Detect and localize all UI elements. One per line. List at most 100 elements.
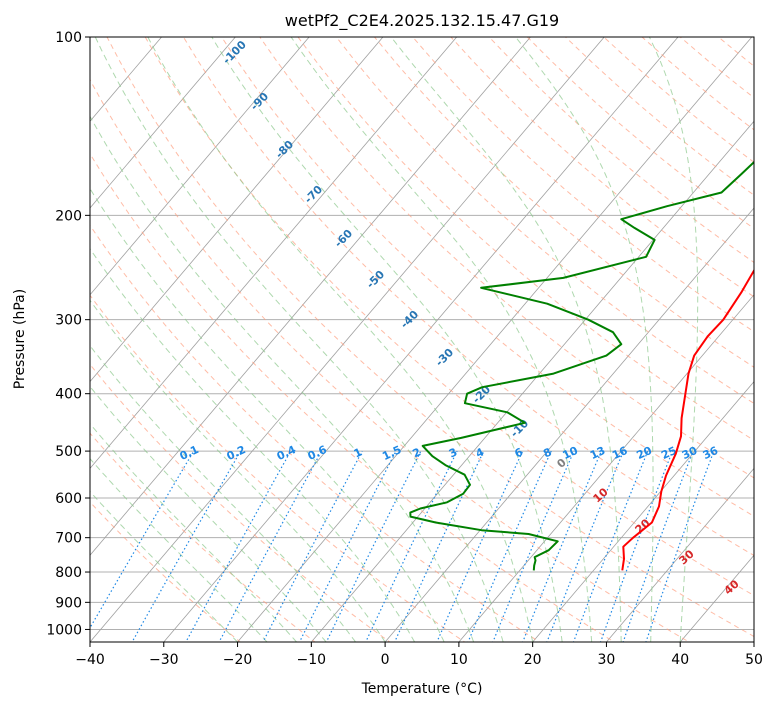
x-tick-label: 0 bbox=[381, 652, 390, 668]
dry-adiabat-line bbox=[106, 37, 754, 638]
mixing-ratio-label: 36 bbox=[701, 444, 721, 462]
moist-adiabat-label: -40 bbox=[398, 308, 421, 331]
isotherm-line bbox=[605, 467, 754, 642]
isotherm-line bbox=[532, 380, 754, 642]
moist-adiabat-line bbox=[390, 37, 622, 642]
y-tick-label: 300 bbox=[55, 313, 82, 329]
mixing-ratio-label: 1 bbox=[352, 446, 364, 461]
y-tick-label: 400 bbox=[55, 387, 82, 403]
mixing-ratio-line bbox=[90, 450, 195, 629]
dry-adiabat-line bbox=[412, 37, 754, 333]
mixing-ratio-label: 13 bbox=[588, 444, 607, 462]
isotherm-line bbox=[90, 37, 531, 556]
mixing-ratio-label: 8 bbox=[541, 446, 553, 461]
isotherm-line bbox=[237, 37, 753, 642]
mixing-ratio-label: 16 bbox=[610, 444, 630, 462]
y-axis-label: Pressure (hPa) bbox=[12, 289, 28, 389]
mixing-ratio-line bbox=[262, 450, 363, 642]
mixing-ratio-label: 30 bbox=[680, 444, 700, 462]
isotherm-line bbox=[90, 37, 236, 209]
data-layer bbox=[409, 160, 754, 571]
mixing-ratio-line bbox=[298, 450, 397, 642]
y-tick-label: 800 bbox=[55, 565, 82, 581]
isotherm-line bbox=[753, 641, 754, 642]
dry-adiabat-line bbox=[90, 294, 466, 642]
mixing-ratio-line bbox=[467, 450, 552, 642]
dry-adiabat-line bbox=[335, 37, 754, 405]
x-tick-label: −30 bbox=[149, 652, 179, 668]
mixing-ratio-line bbox=[131, 450, 242, 642]
y-tick-label: 700 bbox=[55, 531, 82, 547]
isotherm-line bbox=[90, 37, 163, 122]
dry-adiabat-line bbox=[526, 37, 754, 230]
moist-adiabat-line bbox=[90, 385, 327, 642]
x-tick-label: 10 bbox=[450, 652, 468, 668]
moist-adiabat-label: -50 bbox=[364, 268, 387, 291]
isotherm-line bbox=[310, 120, 754, 642]
dry-adiabat-label: 30 bbox=[677, 547, 697, 567]
isotherm-line bbox=[90, 37, 310, 296]
mixing-ratio-label: 0.4 bbox=[275, 443, 298, 463]
dry-adiabat-line bbox=[761, 10, 775, 654]
isotherm-line bbox=[163, 37, 679, 642]
dry-adiabat-label: 10 bbox=[591, 485, 611, 505]
mixing-ratio-label: 1.5 bbox=[380, 443, 403, 463]
moist-adiabat-label: -90 bbox=[248, 90, 271, 113]
mixing-ratio-line bbox=[436, 450, 524, 642]
dry-adiabat-line bbox=[259, 37, 754, 479]
moist-adiabat-label: -30 bbox=[433, 346, 456, 369]
moist-adiabat-line bbox=[94, 37, 504, 642]
moist-adiabat-line bbox=[90, 247, 416, 642]
line-label-layer: 0.1 0.2 0.4 0.6 1 1.5 2 3 4 6 8 10 13 16 20 25 30 36-100-… bbox=[178, 38, 742, 597]
mixing-ratio-label: 10 bbox=[561, 444, 581, 462]
dry-adiabat-line bbox=[603, 37, 754, 163]
x-tick-label: 40 bbox=[671, 652, 689, 668]
y-tick-label: 200 bbox=[55, 208, 82, 224]
moist-adiabat-line bbox=[90, 299, 386, 642]
y-tick-label: 1000 bbox=[46, 622, 82, 638]
tick-layer: −40 −30 −20 −10 0 10 20 30 40 5010020030040050060… bbox=[46, 30, 763, 668]
dry-adiabat-line bbox=[90, 78, 691, 642]
mixing-ratio-label: 3 bbox=[447, 446, 459, 461]
dry-adiabat-line bbox=[90, 432, 316, 642]
mixing-ratio-label: 0.1 bbox=[178, 443, 201, 463]
temperature-profile-line bbox=[621, 268, 754, 571]
mixing-ratio-line bbox=[325, 450, 422, 642]
isotherm-line bbox=[458, 294, 754, 642]
moist-adiabat-line bbox=[515, 37, 654, 642]
dry-adiabat-label: 40 bbox=[722, 577, 742, 597]
x-tick-label: −40 bbox=[75, 652, 105, 668]
moist-adiabat-line bbox=[147, 37, 534, 642]
mixing-ratio-label: 0.6 bbox=[306, 443, 329, 463]
isotherm-line bbox=[90, 37, 458, 470]
dry-adiabat-line bbox=[221, 37, 754, 517]
moist-adiabat-line bbox=[290, 37, 593, 642]
mixing-ratio-line bbox=[185, 450, 292, 642]
isotherm-line bbox=[90, 37, 605, 642]
mixing-ratio-label: 6 bbox=[513, 445, 526, 460]
dry-adiabat-line bbox=[717, 37, 754, 67]
x-tick-label: −10 bbox=[297, 652, 327, 668]
moist-adiabat-label: -70 bbox=[302, 183, 325, 206]
dry-adiabat-line bbox=[488, 37, 754, 264]
dry-adiabat-line bbox=[90, 224, 541, 642]
dry-adiabat-line bbox=[144, 37, 754, 597]
mixing-ratio-label: 2 bbox=[411, 446, 423, 461]
dewpoint-profile-line bbox=[409, 160, 754, 571]
dry-adiabat-line bbox=[564, 37, 754, 196]
mixing-ratio-line bbox=[218, 450, 323, 642]
isotherm-line bbox=[90, 37, 384, 383]
mixing-ratio-line bbox=[645, 450, 715, 642]
moist-adiabat-line bbox=[648, 37, 699, 642]
y-tick-label: 100 bbox=[55, 30, 82, 46]
mixing-ratio-line bbox=[546, 450, 625, 642]
mixing-ratio-line bbox=[365, 450, 458, 642]
mixing-ratio-label: 4 bbox=[474, 445, 487, 460]
moist-adiabat-line bbox=[90, 115, 475, 642]
x-axis-label: Temperature (°C) bbox=[361, 681, 483, 697]
x-tick-label: 20 bbox=[524, 652, 542, 668]
dry-adiabat-line bbox=[90, 152, 616, 642]
mixing-ratio-line bbox=[522, 450, 602, 642]
dry-adiabat-line bbox=[90, 363, 391, 642]
